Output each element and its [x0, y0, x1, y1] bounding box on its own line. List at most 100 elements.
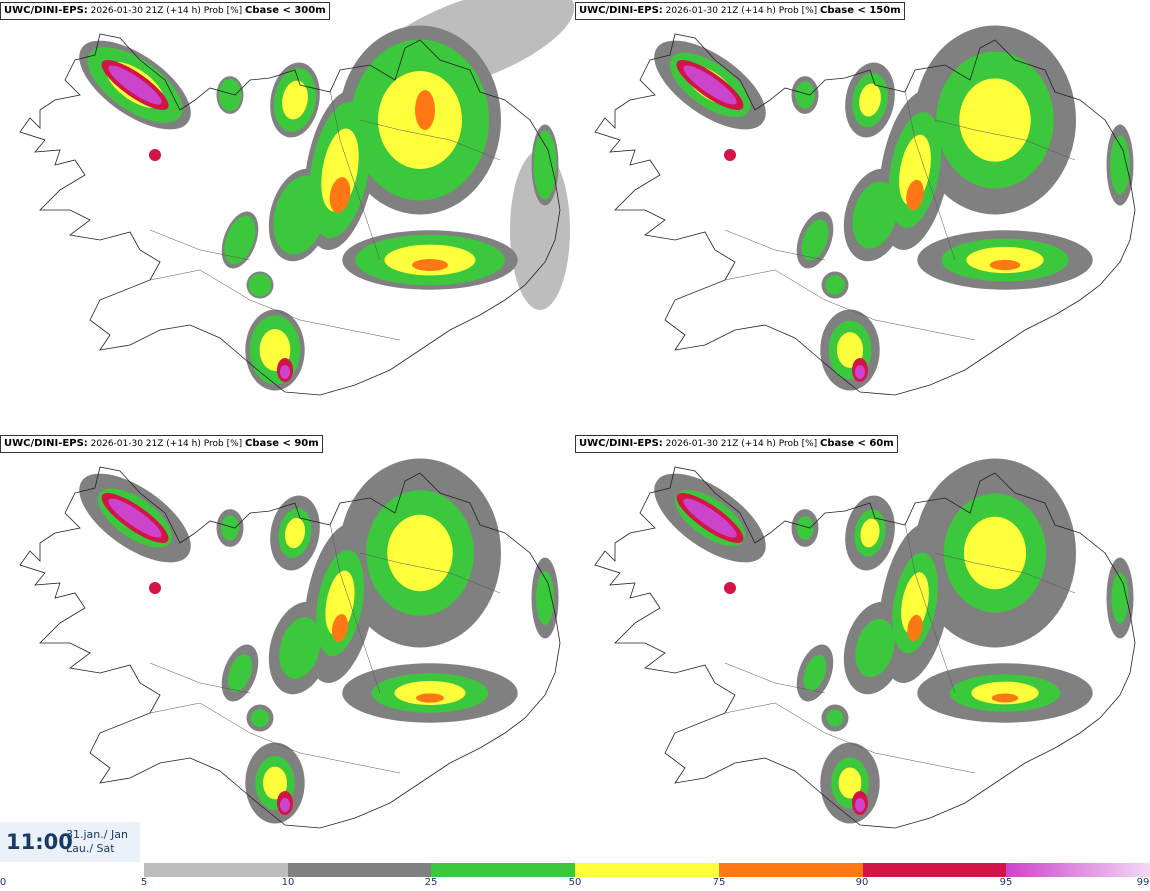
- colorbar-tick-label: 10: [281, 877, 295, 888]
- prob-area-25: [855, 618, 895, 678]
- probability-map: [19, 0, 575, 396]
- prob-area-50: [901, 572, 929, 634]
- prob-area-25: [221, 515, 239, 541]
- prob-area-25: [273, 175, 327, 255]
- prob-area-95: [855, 365, 865, 379]
- prob-area-50: [838, 767, 862, 799]
- prob-area-90: [724, 149, 736, 161]
- road-line: [329, 522, 381, 694]
- road-line: [724, 662, 826, 694]
- valid-time: 11:00: [6, 830, 73, 854]
- colorbar-segment: [862, 863, 1007, 877]
- prob-area-25: [795, 81, 815, 109]
- road-line: [149, 662, 251, 694]
- prob-area-25: [803, 655, 827, 691]
- map-panel-90m: UWC/DINI-EPS: 2026-01-30 21Z (+14 h) Pro…: [0, 433, 575, 863]
- road-line: [149, 229, 251, 261]
- prob-area-75: [415, 90, 435, 130]
- prob-area-75: [329, 177, 351, 213]
- colorbar-tick-label: 25: [424, 877, 438, 888]
- prob-area-90: [149, 149, 161, 161]
- prob-area-25: [533, 130, 557, 200]
- prob-area-25: [224, 215, 256, 265]
- prob-area-25: [825, 275, 845, 295]
- prob-area-50: [836, 332, 864, 368]
- colorbar-segment: [1006, 863, 1150, 877]
- road-line: [674, 269, 976, 341]
- date-line-1: 31.jan./ Jan: [66, 828, 128, 841]
- probability-map: [594, 458, 1136, 829]
- coastline: [19, 466, 561, 829]
- prob-area-50: [860, 518, 880, 548]
- prob-area-50: [859, 83, 881, 117]
- prob-area-50: [282, 80, 308, 120]
- map-panel-150m: UWC/DINI-EPS: 2026-01-30 21Z (+14 h) Pro…: [575, 0, 1150, 430]
- prob-area-75: [906, 179, 924, 211]
- prob-area-25: [251, 709, 269, 727]
- colorbar-segment: [431, 863, 576, 877]
- road-line: [329, 89, 381, 261]
- road-line: [724, 229, 826, 261]
- road-line: [674, 702, 976, 774]
- valid-time-box: 11:00 31.jan./ Jan Lau./ Sat: [0, 822, 140, 862]
- road-line: [359, 552, 501, 594]
- road-line: [904, 89, 956, 261]
- prob-area-25: [248, 273, 272, 297]
- panel-title: UWC/DINI-EPS: 2026-01-30 21Z (+14 h) Pro…: [575, 435, 898, 453]
- prob-area-95: [855, 798, 865, 812]
- prob-area-50: [325, 570, 355, 636]
- colorbar-tick-label: 0: [0, 877, 7, 888]
- prob-area-50: [394, 680, 466, 706]
- prob-area-50: [284, 517, 306, 549]
- prob-area-25: [801, 219, 829, 261]
- panel-title: UWC/DINI-EPS: 2026-01-30 21Z (+14 h) Pro…: [0, 2, 330, 20]
- prob-area-50: [262, 766, 288, 800]
- road-line: [99, 702, 401, 774]
- prob-area-75: [907, 614, 923, 642]
- prob-area-95: [280, 798, 290, 812]
- prob-area-25: [852, 181, 898, 249]
- map-panel-60m: UWC/DINI-EPS: 2026-01-30 21Z (+14 h) Pro…: [575, 433, 1150, 863]
- prob-area-25: [1110, 135, 1130, 195]
- coastline: [19, 33, 561, 396]
- prob-area-25: [796, 516, 814, 540]
- prob-area-50: [959, 78, 1031, 162]
- colorbar-segment: [287, 863, 432, 877]
- prob-area-25: [1111, 572, 1129, 624]
- coastline: [594, 33, 1136, 396]
- prob-area-25: [826, 709, 844, 727]
- colorbar: [144, 863, 1150, 877]
- colorbar-tick-label: 90: [855, 877, 869, 888]
- panel-title: UWC/DINI-EPS: 2026-01-30 21Z (+14 h) Pro…: [575, 2, 905, 20]
- prob-area-95: [683, 498, 737, 538]
- colorbar-tick-label: 50: [568, 877, 582, 888]
- prob-area-75: [991, 693, 1019, 703]
- prob-area-25: [227, 654, 253, 692]
- prob-area-75: [415, 693, 445, 703]
- colorbar-segment: [718, 863, 864, 877]
- prob-area-25: [279, 617, 321, 679]
- prob-area-50: [387, 514, 453, 592]
- road-line: [359, 119, 501, 161]
- prob-area-50: [963, 516, 1027, 590]
- probability-map: [19, 458, 561, 829]
- colorbar-segment: [575, 863, 720, 877]
- prob-area-90: [149, 582, 161, 594]
- colorbar-tick-label: 95: [999, 877, 1013, 888]
- colorbar-segment: [144, 863, 289, 877]
- map-panel-300m: UWC/DINI-EPS: 2026-01-30 21Z (+14 h) Pro…: [0, 0, 575, 430]
- date-line-2: Lau./ Sat: [66, 842, 115, 855]
- prob-area-75: [331, 614, 349, 642]
- prob-area-95: [108, 65, 162, 105]
- prob-area-95: [108, 498, 162, 538]
- prob-area-95: [280, 365, 290, 379]
- road-line: [934, 119, 1076, 161]
- colorbar-tick-label: 99: [1136, 877, 1150, 888]
- coastline: [594, 466, 1136, 829]
- prob-area-25: [218, 78, 242, 112]
- colorbar-tick-label: 75: [712, 877, 726, 888]
- road-line: [934, 552, 1076, 594]
- prob-area-75: [989, 259, 1021, 271]
- prob-area-95: [683, 65, 737, 105]
- colorbar-tick-label: 5: [140, 877, 148, 888]
